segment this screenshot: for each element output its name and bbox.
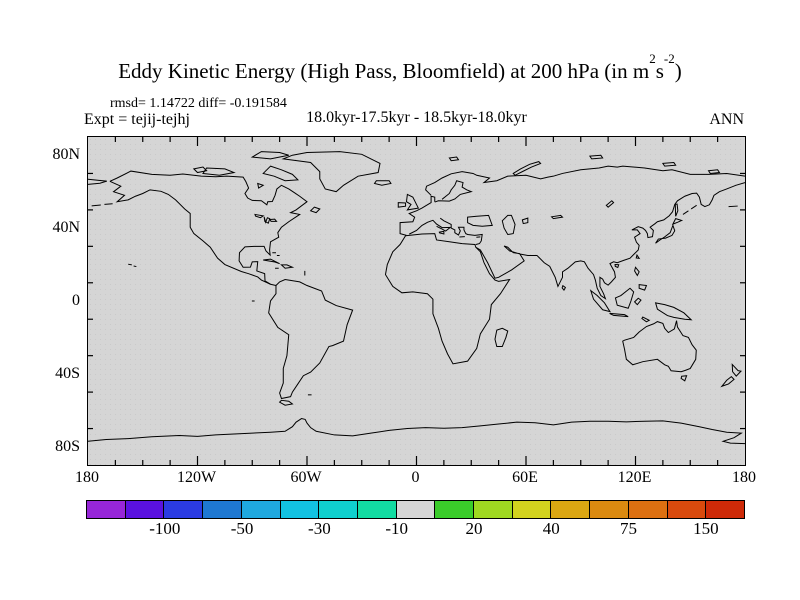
colorbar-segment-8 <box>396 501 436 518</box>
title-units-s: s <box>655 59 664 83</box>
x-tick-label-120E: 120E <box>617 469 652 486</box>
colorbar-label--10: -10 <box>385 519 408 538</box>
plot-title: Eddy Kinetic Energy (High Pass, Bloomfie… <box>0 51 800 84</box>
title-text: Eddy Kinetic Energy (High Pass, Bloomfie… <box>118 59 650 83</box>
colorbar-segment-0 <box>87 501 126 518</box>
colorbar <box>86 500 745 519</box>
colorbar-label--30: -30 <box>308 519 331 538</box>
colorbar-label--100: -100 <box>149 519 181 538</box>
colorbar-segment-12 <box>551 501 591 518</box>
colorbar-segment-16 <box>706 501 744 518</box>
colorbar-segment-9 <box>435 501 475 518</box>
world-map-panel <box>87 136 746 466</box>
colorbar-segment-3 <box>203 501 242 518</box>
axis-ticks-layer <box>88 137 745 465</box>
x-tick-label-0: 0 <box>411 469 420 486</box>
colorbar-label--50: -50 <box>230 519 254 538</box>
y-tick-label-80S: 80S <box>55 437 80 455</box>
colorbar-label-150: 150 <box>693 519 719 538</box>
season-label: ANN <box>709 111 744 128</box>
colorbar-segment-1 <box>125 501 165 518</box>
colorbar-segment-7 <box>357 501 397 518</box>
experiment-label: Expt = tejij-tejhj <box>84 111 190 128</box>
x-tick-label-180: 180 <box>732 469 756 486</box>
colorbar-segment-15 <box>667 501 707 518</box>
rmsd-diff-stats: rmsd= 1.14722 diff= -0.191584 <box>110 96 287 111</box>
colorbar-segment-6 <box>319 501 358 518</box>
title-close-paren: ) <box>674 59 682 83</box>
colorbar-segment-5 <box>280 501 320 518</box>
y-tick-label-40S: 40S <box>55 364 80 382</box>
colorbar-segment-14 <box>628 501 668 518</box>
period-label: 18.0kyr-17.5kyr - 18.5kyr-18.0kyr <box>306 109 527 126</box>
colorbar-segment-13 <box>590 501 629 518</box>
y-tick-label-40N: 40N <box>52 219 80 237</box>
x-tick-label-180: 180 <box>75 469 99 486</box>
colorbar-segment-10 <box>474 501 513 518</box>
title-superscript-minus2: -2 <box>663 50 675 66</box>
colorbar-label-40: 40 <box>542 519 560 538</box>
title-superscript-2: 2 <box>649 50 656 66</box>
colorbar-segment-4 <box>241 501 281 518</box>
x-tick-label-60W: 60W <box>290 469 322 486</box>
colorbar-segment-2 <box>164 501 204 518</box>
x-tick-label-120W: 120W <box>176 469 217 486</box>
x-tick-label-60E: 60E <box>512 469 538 486</box>
coastline-layer <box>88 137 745 465</box>
y-tick-label-80N: 80N <box>52 146 80 164</box>
colorbar-segment-11 <box>512 501 552 518</box>
colorbar-label-20: 20 <box>465 519 483 538</box>
y-tick-label-0: 0 <box>72 292 80 309</box>
colorbar-label-75: 75 <box>620 519 638 538</box>
